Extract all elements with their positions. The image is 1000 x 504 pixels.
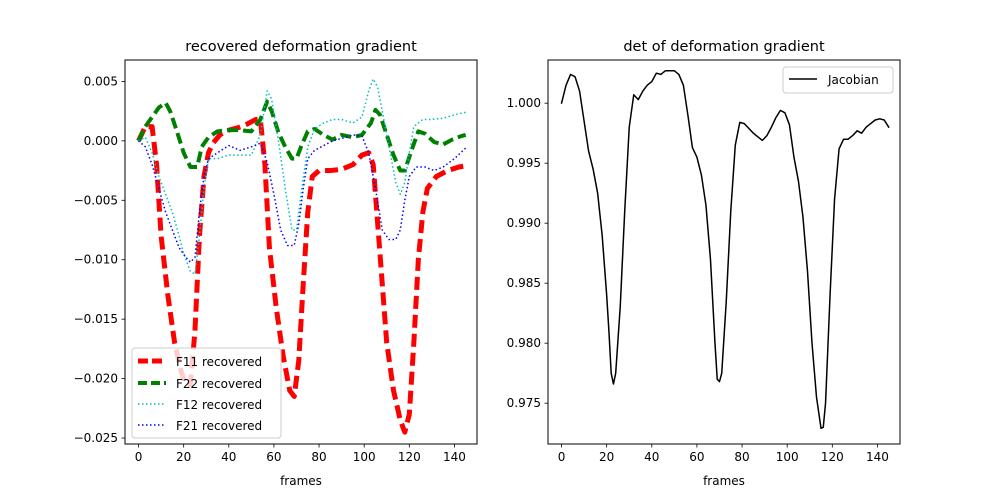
- right-x-tick-label: 40: [644, 450, 659, 464]
- left-y-tick-label: −0.010: [74, 253, 118, 267]
- right-chart-series-group: [560, 70, 890, 430]
- legend-label-jacobian: Jacobian: [827, 73, 879, 87]
- left-chart-plot-frame: [124, 59, 478, 445]
- left-x-tick-label: 140: [443, 450, 466, 464]
- left-x-tick-label: 120: [398, 450, 421, 464]
- right-x-tick-label: 20: [599, 450, 614, 464]
- right-x-tick-label: 80: [734, 450, 749, 464]
- right-x-tick-label: 60: [689, 450, 704, 464]
- left-x-tick-label: 20: [176, 450, 191, 464]
- right-chart-xlabel: frames: [703, 474, 745, 488]
- left-x-tick-label: 60: [266, 450, 281, 464]
- right-x-tick-label: 100: [776, 450, 799, 464]
- right-y-tick-label: 0.995: [507, 156, 541, 170]
- right-x-tick-label: 120: [821, 450, 844, 464]
- legend-label-f12: F12 recovered: [176, 398, 262, 412]
- left-x-tick-label: 40: [221, 450, 236, 464]
- left-x-tick-label: 100: [353, 450, 376, 464]
- left-y-tick-label: −0.020: [74, 372, 118, 386]
- left-legend-box: [131, 347, 282, 439]
- left-chart-panel: recovered deformation gradient frames 0 2…: [74, 39, 478, 488]
- series-line-f12-recovered: [138, 78, 466, 275]
- right-y-tick-label: 0.985: [507, 276, 541, 290]
- left-y-tick-label: −0.015: [74, 312, 118, 326]
- series-line-jacobian: [560, 70, 890, 430]
- left-y-tick-label: −0.025: [74, 431, 118, 445]
- right-y-tick-label: 0.990: [507, 216, 541, 230]
- right-chart-plot-frame: [547, 59, 901, 445]
- right-y-tick-label: 0.980: [507, 336, 541, 350]
- left-y-tick-label: −0.005: [74, 193, 118, 207]
- left-y-tick-label: 0.000: [84, 134, 118, 148]
- legend-label-f22: F22 recovered: [176, 377, 262, 391]
- right-chart-legend: Jacobian: [782, 66, 894, 94]
- left-chart-legend: F11 recovered F22 recovered F12 recovere…: [131, 347, 282, 439]
- left-x-tick-label: 80: [311, 450, 326, 464]
- left-chart-xlabel: frames: [280, 474, 322, 488]
- series-line-f21-recovered: [138, 134, 467, 263]
- right-chart-panel: det of deformation gradient frames 0 20 40…: [507, 39, 901, 488]
- right-chart-x-ticks: 0 20 40 60 80 100 120 140: [558, 444, 889, 464]
- right-x-tick-label: 0: [558, 450, 566, 464]
- right-legend-box: [782, 66, 894, 94]
- right-chart-title: det of deformation gradient: [623, 39, 825, 55]
- left-chart-title: recovered deformation gradient: [185, 39, 417, 55]
- right-x-tick-label: 140: [866, 450, 889, 464]
- left-y-tick-label: 0.005: [84, 74, 118, 88]
- right-chart-y-ticks: 1.000 0.995 0.990 0.985 0.980 0.975: [507, 96, 548, 410]
- right-y-tick-label: 0.975: [507, 396, 541, 410]
- left-x-tick-label: 0: [135, 450, 143, 464]
- legend-label-f21: F21 recovered: [176, 419, 262, 433]
- legend-label-f11: F11 recovered: [176, 355, 262, 369]
- left-chart-y-ticks: 0.005 0.000 −0.005 −0.010 −0.015 −0.020 −0.025: [74, 74, 125, 445]
- right-y-tick-label: 1.000: [507, 96, 541, 110]
- left-chart-x-ticks: 0 20 40 60 80 100 120 140: [135, 444, 466, 464]
